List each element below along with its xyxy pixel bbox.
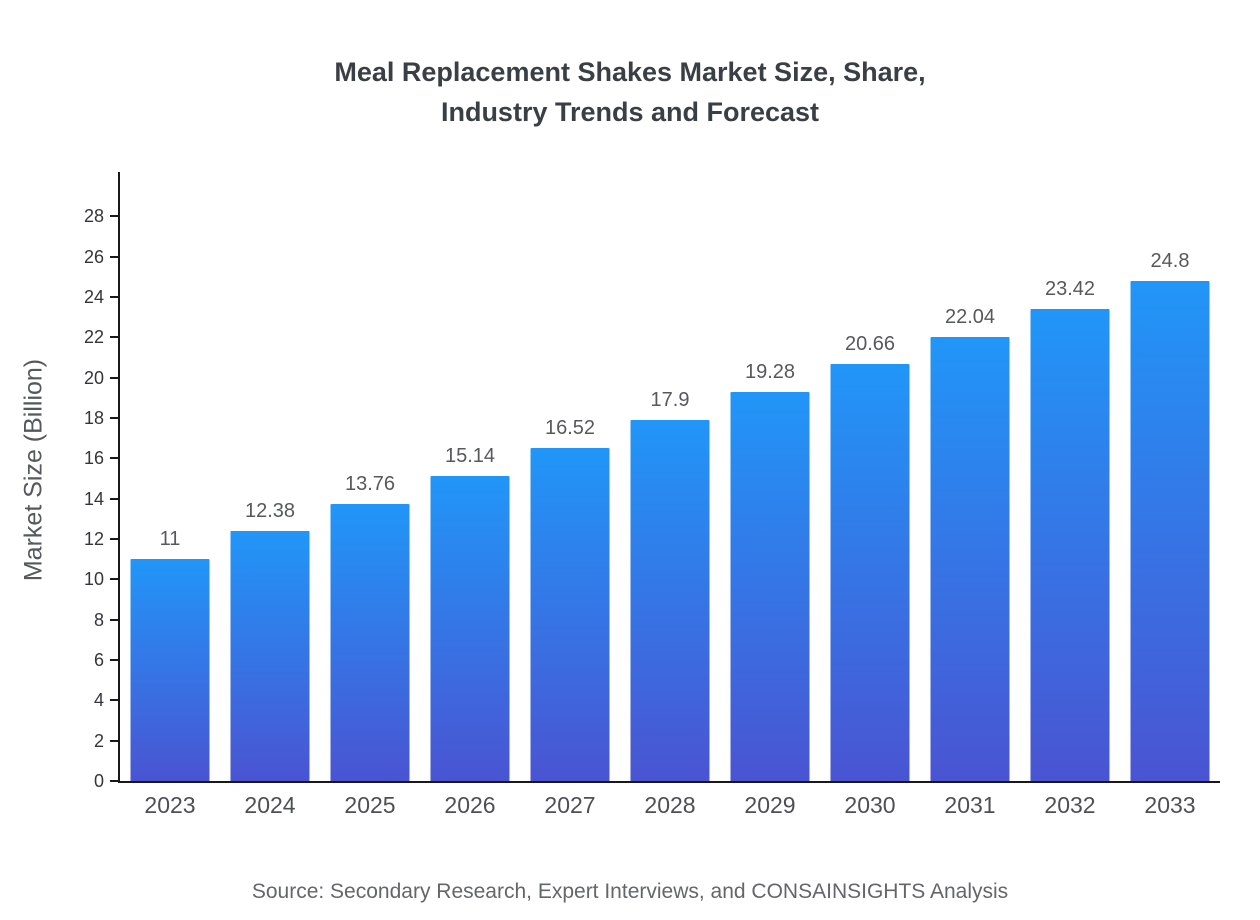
bars-layer: 11 12.38 13.76 15.14 16.52 17.9 19.28 20.66 22.0… (120, 176, 1220, 781)
bar-value-label: 23.42 (1044, 277, 1096, 300)
bar (130, 559, 210, 781)
bar (630, 420, 710, 781)
bar-value-label: 16.52 (544, 416, 596, 439)
bar (430, 475, 510, 781)
chart-title-line-2: Industry Trends and Forecast (440, 97, 820, 127)
y-tick (110, 699, 118, 702)
bar-value-label: 15.14 (444, 444, 496, 467)
y-axis-title: Market Size (Billion) (19, 358, 48, 582)
plot-area: 11 12.38 13.76 15.14 16.52 17.9 19.28 20.66 22.0… (84, 172, 1220, 791)
bar (730, 392, 810, 781)
y-tick (110, 336, 118, 339)
bar-value-label: 11 (159, 528, 181, 551)
y-tick (110, 457, 118, 460)
bar (930, 336, 1010, 781)
bar-slot: 13.76 (320, 176, 420, 781)
x-axis-label: 2023 (144, 792, 196, 818)
bar-slot: 23.42 (1020, 176, 1120, 781)
bar-slot: 22.04 (920, 176, 1020, 781)
y-tick (110, 659, 118, 661)
y-tick-label: 26 (83, 246, 104, 267)
x-axis-label: 2032 (1044, 792, 1096, 818)
y-tick-label: 22 (83, 327, 104, 348)
bar (530, 447, 610, 781)
y-tick-label: 0 (93, 771, 104, 791)
x-axis-line (118, 781, 1220, 783)
bar-value-label: 20.66 (844, 333, 896, 356)
bar (330, 503, 410, 781)
bar (230, 531, 310, 781)
bar (1030, 308, 1110, 781)
bar-value-label: 12.38 (244, 500, 296, 523)
y-tick (110, 215, 118, 218)
bar-slot: 12.38 (220, 176, 320, 781)
source-note: Source: Secondary Research, Expert Inter… (251, 880, 1009, 903)
x-axis-label: 2027 (544, 792, 596, 818)
y-tick-label: 24 (83, 287, 104, 307)
bar-value-label: 13.76 (344, 472, 396, 495)
x-axis-label: 2029 (744, 792, 796, 818)
y-tick (110, 296, 118, 298)
chart-title: Meal Replacement Shakes Market Size, Sha… (0, 52, 1260, 132)
y-tick-label: 12 (83, 529, 104, 549)
x-axis-label: 2028 (644, 792, 696, 818)
bar-slot: 24.8 (1120, 176, 1220, 781)
bar-slot: 16.52 (520, 176, 620, 781)
x-axis-label: 2025 (344, 792, 396, 818)
bar-value-label: 17.9 (650, 389, 690, 412)
bar (830, 364, 910, 781)
y-tick (110, 255, 118, 258)
x-axis-label: 2026 (444, 792, 496, 818)
bar-slot: 15.14 (420, 176, 520, 781)
x-axis-label: 2031 (944, 792, 996, 818)
bar (1130, 280, 1210, 781)
y-tick-label: 28 (83, 206, 104, 227)
y-tick-label: 16 (83, 448, 104, 469)
y-tick (110, 417, 118, 419)
bar-slot: 11 (120, 176, 220, 781)
x-axis-label: 2033 (1144, 792, 1196, 818)
y-tick-label: 18 (83, 408, 104, 428)
bar-slot: 17.9 (620, 176, 720, 781)
y-tick (110, 538, 118, 540)
y-tick (110, 497, 118, 500)
x-axis-label: 2024 (244, 792, 296, 818)
y-tick-label: 14 (83, 488, 104, 509)
y-tick-label: 6 (93, 650, 104, 670)
x-axis-labels: 2023 2024 2025 2026 2027 2028 2029 2030 2031 2032… (120, 792, 1220, 819)
y-tick-label: 2 (93, 730, 104, 751)
y-tick-label: 10 (83, 569, 104, 590)
bar-slot: 20.66 (820, 176, 920, 781)
y-tick (110, 578, 118, 581)
bar-value-label: 22.04 (944, 305, 996, 328)
y-tick-label: 8 (93, 609, 104, 630)
y-tick (110, 618, 118, 621)
chart-title-line-1: Meal Replacement Shakes Market Size, Sha… (334, 57, 926, 87)
bar-value-label: 24.8 (1150, 249, 1190, 272)
y-axis-line (118, 172, 120, 781)
bar-slot: 19.28 (720, 176, 820, 781)
y-tick (110, 780, 118, 782)
y-tick (110, 739, 118, 742)
y-tick (110, 376, 118, 379)
y-tick-label: 4 (93, 690, 104, 711)
x-axis-label: 2030 (844, 792, 896, 818)
bar-value-label: 19.28 (744, 361, 796, 384)
y-tick-label: 20 (83, 367, 104, 388)
